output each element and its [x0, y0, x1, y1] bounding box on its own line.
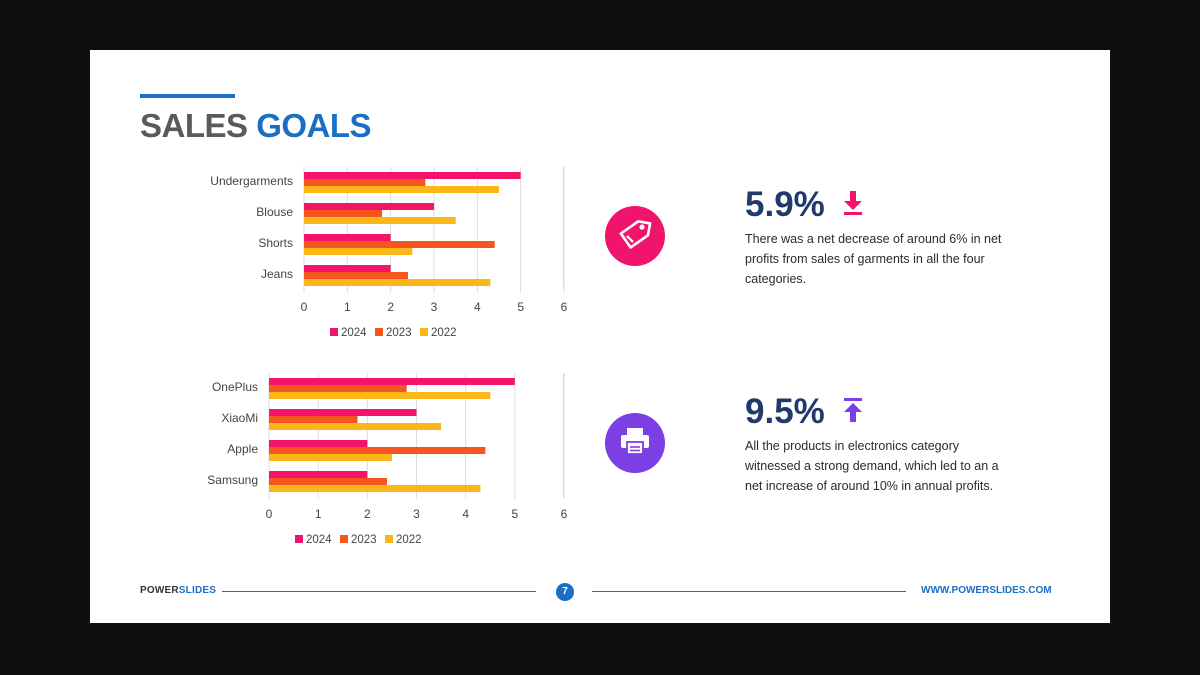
- bar-2023: [304, 272, 408, 279]
- tick-label: 3: [431, 300, 438, 314]
- bar-2023: [304, 241, 495, 248]
- brand-slides: SLIDES: [178, 585, 217, 596]
- category-label: Undergarments: [210, 174, 293, 188]
- bar-2022: [304, 186, 499, 193]
- arrow-up-from-line-icon: [843, 397, 863, 428]
- bar-2023: [269, 478, 387, 485]
- tag-circle: [605, 206, 665, 266]
- stat-garments: 5.9% There was a net decrease of around …: [745, 185, 1005, 289]
- tick-label: 2: [387, 300, 394, 314]
- legend-swatch: [420, 328, 428, 336]
- stat-description: There was a net decrease of around 6% in…: [745, 232, 1002, 286]
- tick-label: 5: [517, 300, 524, 314]
- bar-2023: [304, 179, 426, 186]
- printer-icon: [618, 424, 652, 463]
- tick-label: 6: [561, 507, 568, 521]
- bar-2024: [304, 172, 521, 179]
- category-label: XiaoMi: [221, 411, 258, 425]
- page-title: SALES GOALS: [140, 107, 372, 145]
- arrow-down-to-line-icon: [843, 190, 863, 221]
- bar-2022: [269, 485, 481, 492]
- footer-url[interactable]: WWW.POWERSLIDES.COM: [921, 585, 1052, 596]
- title-word-2: GOALS: [256, 107, 372, 144]
- legend-label: 2022: [431, 327, 457, 339]
- divider-bottom: [563, 373, 564, 497]
- slide: SALES GOALS Undergarments Blouse Shorts Jea…: [90, 50, 1110, 623]
- bar-2024: [304, 265, 391, 272]
- category-label: Samsung: [207, 473, 258, 487]
- bar-2022: [269, 392, 491, 399]
- legend-swatch: [375, 328, 383, 336]
- printer-circle: [605, 413, 665, 473]
- tick-label: 2: [364, 507, 371, 521]
- bar-2022: [304, 248, 413, 255]
- tick-label: 5: [511, 507, 518, 521]
- bar-2024: [269, 409, 417, 416]
- legend-label: 2022: [396, 534, 422, 546]
- garments-bar-chart: Undergarments Blouse Shorts Jeans 0 1 2 3 4 5 6 202…: [210, 167, 568, 339]
- tick-label: 0: [301, 300, 308, 314]
- bar-2023: [269, 447, 486, 454]
- stat-description: All the products in electronics category…: [745, 439, 999, 493]
- bar-2024: [269, 440, 368, 447]
- category-label: Jeans: [261, 267, 293, 281]
- tick-label: 3: [413, 507, 420, 521]
- tick-label: 6: [561, 300, 568, 314]
- stat-value: 9.5%: [745, 392, 825, 431]
- bar-2023: [269, 385, 407, 392]
- bar-2022: [304, 217, 456, 224]
- legend-swatch: [295, 535, 303, 543]
- page-number: 7: [556, 583, 574, 601]
- legend-label: 2023: [386, 327, 412, 339]
- footer-line-right: [592, 591, 906, 592]
- legend-label: 2024: [341, 327, 367, 339]
- title-word-1: SALES: [140, 107, 248, 144]
- bar-2023: [269, 416, 358, 423]
- bar-2022: [269, 423, 442, 430]
- legend-swatch: [330, 328, 338, 336]
- brand-power: POWER: [140, 585, 179, 596]
- category-label: Shorts: [258, 236, 293, 250]
- category-label: Apple: [227, 442, 258, 456]
- bar-2024: [304, 203, 434, 210]
- price-tag-icon: [618, 217, 652, 256]
- bar-2022: [304, 279, 491, 286]
- stat-value: 5.9%: [745, 185, 825, 224]
- legend-label: 2024: [306, 534, 332, 546]
- footer-line-left: [222, 591, 536, 592]
- category-label: Blouse: [256, 205, 293, 219]
- bar-2024: [269, 471, 368, 478]
- bar-2022: [269, 454, 392, 461]
- tick-label: 4: [474, 300, 481, 314]
- category-label: OnePlus: [212, 380, 258, 394]
- bar-2024: [304, 234, 391, 241]
- stat-electronics: 9.5% All the products in electronics cat…: [745, 392, 1005, 496]
- tick-label: 1: [344, 300, 351, 314]
- bar-2024: [269, 378, 515, 385]
- bar-2023: [304, 210, 382, 217]
- legend-swatch: [385, 535, 393, 543]
- footer-brand: POWERSLIDES: [140, 585, 216, 596]
- electronics-bar-chart: OnePlus XiaoMi Apple Samsung 0 1 2 3 4 5 6 2024 2023…: [207, 373, 568, 546]
- tick-label: 1: [315, 507, 322, 521]
- legend-swatch: [340, 535, 348, 543]
- legend-label: 2023: [351, 534, 377, 546]
- tick-label: 0: [266, 507, 273, 521]
- title-accent-bar: [140, 94, 235, 98]
- divider-top: [563, 167, 564, 287]
- tick-label: 4: [462, 507, 469, 521]
